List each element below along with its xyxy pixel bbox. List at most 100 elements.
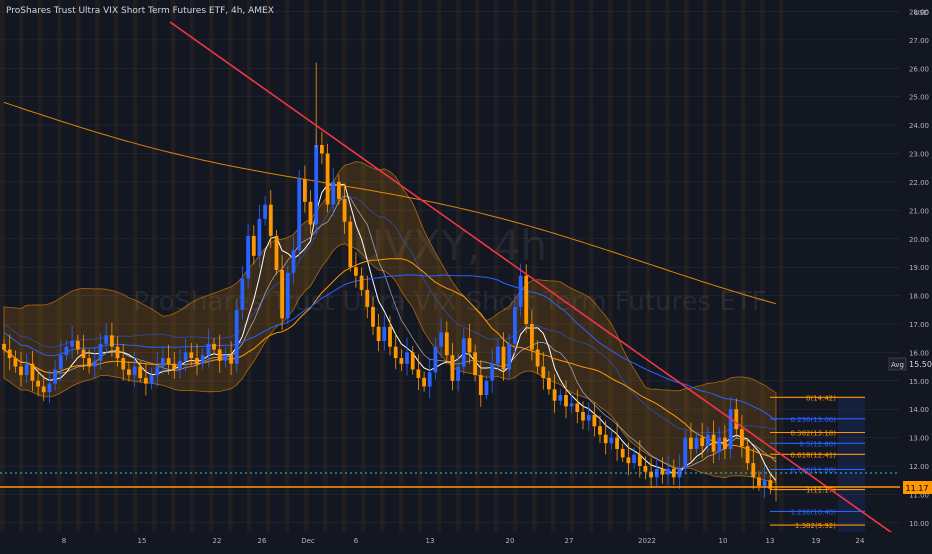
candle-body[interactable]	[161, 358, 165, 367]
candle-body[interactable]	[410, 352, 415, 370]
candle-body[interactable]	[683, 437, 688, 469]
candle-body[interactable]	[541, 366, 546, 378]
candle-body[interactable]	[257, 218, 262, 256]
candle-body[interactable]	[132, 366, 137, 376]
candle-body[interactable]	[58, 355, 63, 370]
candle-body[interactable]	[757, 477, 761, 486]
candle-body[interactable]	[513, 306, 517, 344]
candle-body[interactable]	[263, 204, 267, 219]
candle-body[interactable]	[149, 375, 154, 384]
candle-body[interactable]	[325, 153, 330, 205]
candle-body[interactable]	[121, 358, 126, 370]
candle-body[interactable]	[762, 480, 767, 486]
candle-body[interactable]	[609, 437, 614, 444]
candle-body[interactable]	[297, 179, 302, 251]
candle-body[interactable]	[507, 343, 512, 370]
candle-body[interactable]	[575, 403, 580, 413]
price-axis[interactable]: 28.00 27.00 26.00 25.00 24.00 23.00 22.00 21.00…	[900, 0, 932, 550]
candle-body[interactable]	[677, 468, 682, 478]
candle-body[interactable]	[706, 434, 710, 447]
candle-body[interactable]	[564, 395, 568, 407]
candle-body[interactable]	[416, 369, 421, 378]
candle-body[interactable]	[2, 343, 6, 350]
candle-body[interactable]	[666, 468, 670, 475]
candle-body[interactable]	[320, 145, 324, 154]
candle-body[interactable]	[581, 412, 585, 421]
candle-body[interactable]	[81, 349, 86, 359]
candle-body[interactable]	[127, 369, 131, 376]
candle-body[interactable]	[723, 437, 727, 449]
candle-body[interactable]	[223, 355, 228, 361]
candle-body[interactable]	[592, 414, 597, 427]
candle-body[interactable]	[246, 235, 250, 279]
candle-body[interactable]	[189, 352, 194, 359]
candle-body[interactable]	[178, 360, 182, 370]
candle-body[interactable]	[501, 346, 506, 370]
candle-body[interactable]	[717, 437, 722, 452]
candle-body[interactable]	[291, 250, 296, 273]
candle-body[interactable]	[251, 235, 256, 256]
candle-body[interactable]	[308, 201, 313, 225]
candle-body[interactable]	[365, 289, 370, 307]
candle-body[interactable]	[212, 343, 216, 350]
candle-body[interactable]	[603, 434, 608, 444]
candle-body[interactable]	[115, 346, 120, 359]
candle-body[interactable]	[382, 326, 387, 341]
candle-body[interactable]	[92, 360, 97, 367]
candle-body[interactable]	[268, 204, 273, 236]
candle-body[interactable]	[632, 454, 636, 464]
candle-body[interactable]	[405, 352, 409, 364]
candle-body[interactable]	[41, 386, 46, 393]
candle-body[interactable]	[280, 270, 284, 319]
candle-body[interactable]	[671, 468, 676, 478]
candle-body[interactable]	[47, 383, 52, 393]
candle-body[interactable]	[274, 235, 279, 270]
candle-body[interactable]	[376, 326, 381, 341]
time-axis[interactable]: 8 15 22 26 Dec 6 13 20 27 2022 10 13 19 24	[0, 532, 900, 550]
candle-body[interactable]	[467, 338, 472, 353]
candle-body[interactable]	[530, 324, 534, 350]
candle-body[interactable]	[751, 463, 756, 478]
candle-body[interactable]	[331, 181, 336, 205]
candle-body[interactable]	[229, 355, 233, 364]
candle-body[interactable]	[660, 468, 665, 475]
candle-body[interactable]	[490, 363, 495, 381]
candle-body[interactable]	[569, 403, 574, 407]
candle-body[interactable]	[694, 437, 699, 449]
candle-body[interactable]	[774, 488, 778, 490]
candle-body[interactable]	[711, 434, 716, 452]
candle-body[interactable]	[303, 179, 307, 202]
candle-body[interactable]	[359, 275, 364, 290]
candle-body[interactable]	[552, 389, 557, 401]
candle-body[interactable]	[75, 341, 80, 350]
candle-body[interactable]	[19, 366, 23, 376]
candle-body[interactable]	[768, 480, 773, 489]
candle-body[interactable]	[649, 471, 653, 478]
candle-body[interactable]	[461, 338, 466, 367]
candle-body[interactable]	[433, 346, 438, 373]
candle-body[interactable]	[138, 366, 143, 378]
candle-body[interactable]	[422, 377, 426, 387]
candle-body[interactable]	[700, 437, 705, 447]
candle-body[interactable]	[195, 358, 199, 364]
candles[interactable]	[2, 62, 778, 502]
candle-body[interactable]	[478, 375, 483, 395]
candle-body[interactable]	[285, 272, 290, 319]
candle-body[interactable]	[24, 363, 29, 376]
candle-body[interactable]	[70, 341, 74, 347]
candle-body[interactable]	[388, 326, 392, 347]
candle-body[interactable]	[689, 437, 693, 449]
candle-body[interactable]	[155, 366, 160, 376]
candle-body[interactable]	[64, 346, 69, 356]
candle-body[interactable]	[314, 145, 319, 225]
candle-body[interactable]	[637, 454, 642, 466]
candle-body[interactable]	[456, 366, 460, 381]
candle-body[interactable]	[740, 429, 744, 447]
candle-body[interactable]	[206, 343, 211, 356]
candle-body[interactable]	[36, 380, 40, 387]
candle-body[interactable]	[518, 275, 523, 307]
candle-body[interactable]	[200, 355, 205, 364]
candle-body[interactable]	[30, 363, 35, 381]
